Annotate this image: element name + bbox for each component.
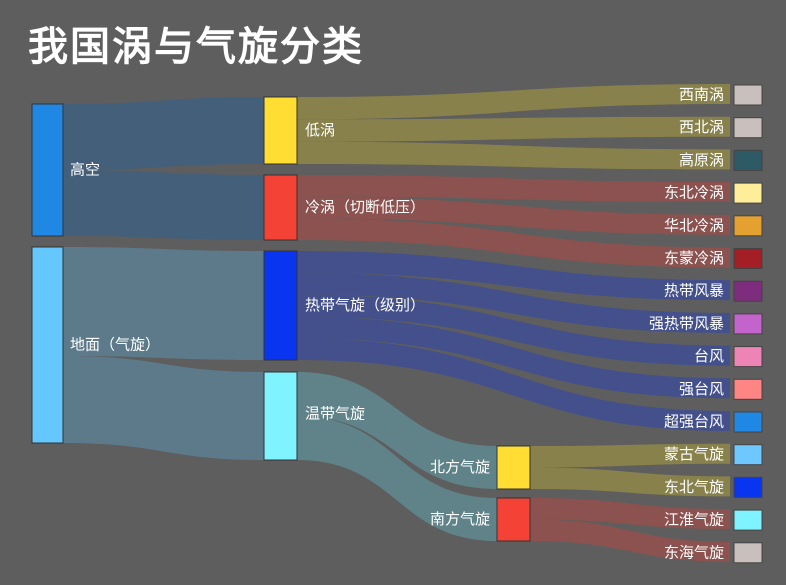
flow-lengwo-leaf: [297, 175, 730, 203]
node-label-redai: 热带气旋（级别）: [305, 296, 425, 314]
leaf-swatch: [733, 509, 763, 531]
leaf-swatch: [733, 476, 763, 498]
leaf-swatch: [733, 313, 763, 335]
flow-lengwo-leaf: [297, 196, 730, 235]
leaf-label: 台风: [694, 347, 724, 365]
node-label-diwo: 低涡: [305, 121, 335, 139]
flow-wendai-nanfang: [297, 416, 497, 541]
flow-redai-leaf: [297, 316, 730, 399]
leaf-swatch: [733, 280, 763, 302]
leaf-label: 东蒙冷涡: [664, 249, 724, 267]
node-redai: [263, 250, 298, 361]
leaf-swatch: [733, 411, 763, 433]
node-label-gaokong: 高空: [70, 161, 100, 179]
flow-diwo-leaf: [297, 141, 730, 170]
flow-nanfang-leaf: [530, 498, 730, 530]
leaf-swatch: [733, 444, 763, 466]
leaf-label: 热带风暴: [664, 282, 724, 300]
leaf-label: 东海气旋: [664, 543, 724, 561]
leaf-label: 东北冷涡: [664, 184, 724, 202]
node-label-lengwo: 冷涡（切断低压）: [305, 198, 425, 216]
flow-wendai-beifang: [297, 372, 497, 489]
leaf-swatch: [733, 215, 763, 237]
flow-diwo-leaf: [297, 84, 730, 120]
flow-diwo-leaf: [297, 116, 730, 142]
flow-dimian-redai: [63, 247, 264, 360]
node-wendai: [263, 371, 298, 461]
leaf-label: 江淮气旋: [664, 511, 724, 529]
leaf-swatch: [733, 117, 763, 139]
node-label-dimian: 地面（气旋）: [70, 336, 160, 354]
leaf-label: 强台风: [679, 380, 724, 398]
node-diwo: [263, 96, 298, 165]
leaf-label: 蒙古气旋: [664, 445, 724, 463]
leaf-swatch: [733, 182, 763, 204]
flow-nanfang-leaf: [530, 519, 730, 562]
flow-redai-leaf: [297, 338, 730, 431]
flow-dimian-wendai: [63, 356, 264, 460]
flow-redai-leaf: [297, 294, 730, 366]
leaf-label: 西北涡: [679, 118, 724, 136]
leaf-label: 西南涡: [679, 86, 724, 104]
leaf-swatch: [733, 542, 763, 564]
flow-beifang-leaf: [530, 443, 730, 468]
flow-redai-leaf: [297, 272, 730, 333]
node-gaokong: [31, 103, 64, 237]
leaf-label: 东北气旋: [664, 478, 724, 496]
leaf-swatch: [733, 149, 763, 171]
flow-lengwo-leaf: [297, 218, 730, 268]
node-lengwo: [263, 174, 298, 241]
node-beifang: [496, 445, 531, 490]
node-dimian: [31, 246, 64, 444]
leaf-swatch: [733, 248, 763, 269]
node-label-nanfang: 南方气旋: [430, 510, 490, 528]
leaf-swatch: [733, 346, 763, 368]
flow-redai-leaf: [297, 251, 730, 301]
flow-gaokong-diwo: [63, 97, 264, 170]
leaf-label: 超强台风: [664, 413, 724, 431]
node-nanfang: [496, 497, 531, 542]
leaf-label: 强热带风暴: [649, 314, 724, 332]
node-label-beifang: 北方气旋: [430, 458, 490, 476]
leaf-label: 华北冷涡: [664, 216, 724, 234]
leaf-swatch: [733, 378, 763, 400]
leaf-label: 高原涡: [679, 151, 724, 169]
flow-gaokong-lengwo: [63, 170, 264, 240]
node-label-wendai: 温带气旋: [305, 405, 365, 423]
page-title: 我国涡与气旋分类: [28, 24, 364, 70]
leaf-swatch: [733, 84, 763, 106]
flow-beifang-leaf: [530, 467, 730, 497]
